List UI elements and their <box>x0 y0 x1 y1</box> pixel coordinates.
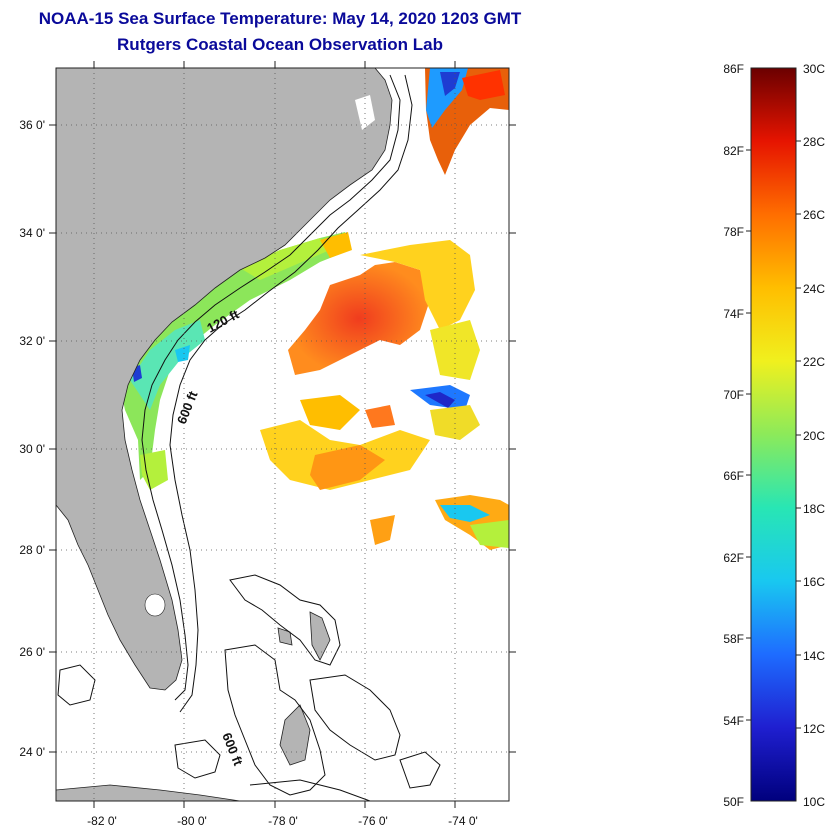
colorbar-c-label: 10C <box>803 795 825 809</box>
lat-tick-label: 24 0' <box>19 745 45 759</box>
colorbar-f-label: 78F <box>723 225 744 239</box>
lat-tick-label: 32 0' <box>19 334 45 348</box>
colorbar-c-label: 28C <box>803 135 825 149</box>
graticule <box>56 68 509 801</box>
colorbar-f-label: 58F <box>723 632 744 646</box>
colorbar-c-label: 20C <box>803 429 825 443</box>
colorbar-f-label: 62F <box>723 551 744 565</box>
colorbar-f-label: 54F <box>723 714 744 728</box>
lat-tick-label: 26 0' <box>19 645 45 659</box>
colorbar-c-label: 18C <box>803 502 825 516</box>
land-layer <box>56 68 393 801</box>
lat-tick-label: 30 0' <box>19 442 45 456</box>
lon-tick-label: -80 0' <box>177 814 207 828</box>
isobath-contours <box>57 74 441 801</box>
colorbar-c-label: 12C <box>803 722 825 736</box>
map-title: NOAA-15 Sea Surface Temperature: May 14,… <box>38 9 522 28</box>
colorbar-f-label: 50F <box>723 795 744 809</box>
lon-tick-label: -82 0' <box>87 814 117 828</box>
colorbar-c-label: 16C <box>803 575 825 589</box>
colorbar-f-label: 74F <box>723 307 744 321</box>
colorbar-ticks <box>746 140 801 729</box>
sst-data-layer <box>120 68 509 550</box>
map-subtitle: Rutgers Coastal Ocean Observation Lab <box>117 35 443 54</box>
map-frame <box>55 67 510 802</box>
lon-tick-label: -78 0' <box>268 814 298 828</box>
lon-tick-label: -74 0' <box>448 814 478 828</box>
colorbar-f-label: 70F <box>723 388 744 402</box>
colorbar-f-label: 86F <box>723 62 744 76</box>
lat-tick-label: 36 0' <box>19 118 45 132</box>
colorbar-f-label: 66F <box>723 469 744 483</box>
colorbar-c-label: 24C <box>803 282 825 296</box>
colorbar-c-label: 14C <box>803 649 825 663</box>
lat-tick-label: 34 0' <box>19 226 45 240</box>
colorbar-c-label: 22C <box>803 355 825 369</box>
axis-ticks <box>49 61 516 808</box>
lon-tick-label: -76 0' <box>358 814 388 828</box>
colorbar-c-label: 30C <box>803 62 825 76</box>
lat-tick-label: 28 0' <box>19 543 45 557</box>
colorbar <box>750 67 797 802</box>
colorbar-f-label: 82F <box>723 144 744 158</box>
colorbar-c-label: 26C <box>803 208 825 222</box>
